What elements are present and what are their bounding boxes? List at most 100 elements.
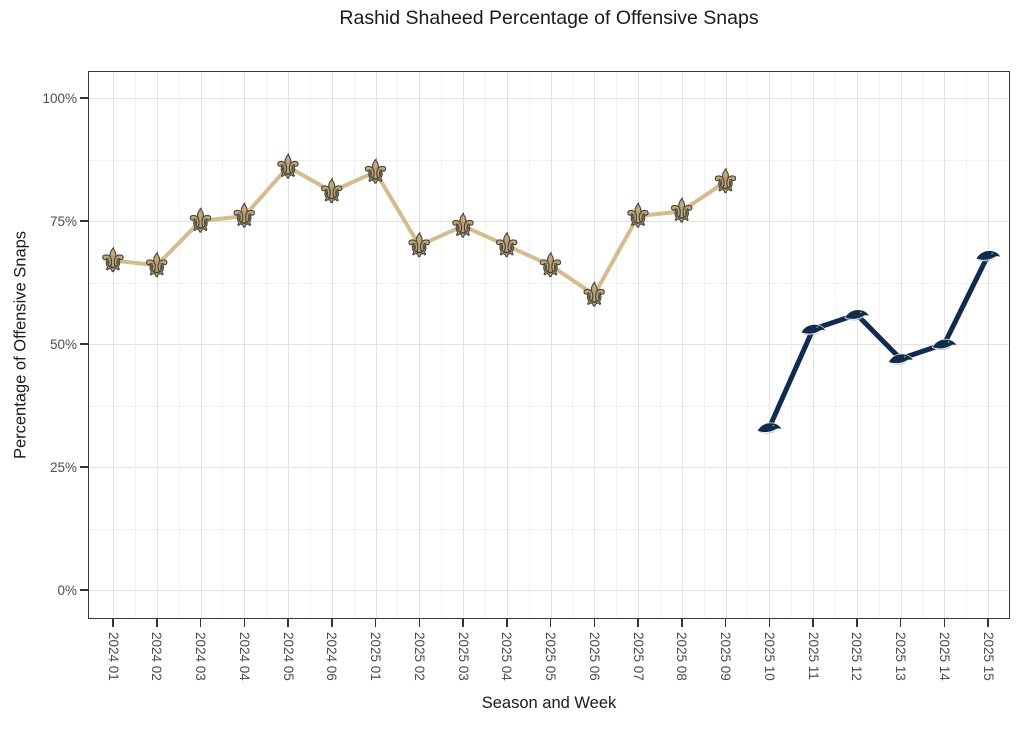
x-axis-tick xyxy=(593,619,595,627)
saints-fleur-de-lis-marker: ⚜ xyxy=(625,200,652,235)
x-axis-tick xyxy=(374,619,377,627)
seahawks-logo-part xyxy=(756,422,783,433)
seahawks-logo-part xyxy=(816,326,819,329)
saints-fleur-de-lis-marker: ⚜ xyxy=(581,278,608,313)
saints-fleur-de-lis-marker: ⚜ xyxy=(450,209,477,244)
x-axis-tick xyxy=(156,619,158,627)
x-axis-tick-label: 2024 05 xyxy=(280,632,296,681)
x-axis-tick-label: 2025 12 xyxy=(849,632,865,681)
saints-fleur-de-lis-marker: ⚜ xyxy=(406,229,433,264)
saints-fleur-de-lis-marker: ⚜ xyxy=(143,249,170,284)
seahawks-logo-part xyxy=(976,258,996,262)
x-gridline-major xyxy=(856,71,858,619)
x-axis-tick xyxy=(856,619,858,627)
saints-fleur-de-lis-marker: ⚜ xyxy=(275,150,302,185)
y-axis-tick-label: 50% xyxy=(49,336,77,352)
y-gridline-major xyxy=(88,467,1010,468)
seahawks-logo-part xyxy=(844,309,871,320)
plot-panel: ⚜ ⚜ ⚜ ⚜ ⚜ ⚜ ⚜ ⚜ ⚜ ⚜ ⚜ ⚜ ⚜ ⚜ ⚜ xyxy=(88,71,1010,619)
x-gridline-minor xyxy=(441,71,443,619)
saints-fleur-de-lis-marker: ⚜ xyxy=(712,165,739,200)
x-axis-tick-label: 2024 02 xyxy=(149,632,165,681)
y-axis-tick-label: 100% xyxy=(42,90,77,106)
x-axis-tick xyxy=(549,619,552,627)
seahawks-logo-part xyxy=(903,355,906,358)
x-gridline-minor xyxy=(659,71,661,619)
x-axis-tick-label: 2025 13 xyxy=(893,632,908,681)
x-gridline-minor xyxy=(309,71,311,619)
y-gridline-major xyxy=(88,344,1010,345)
seahawks-logo-marker xyxy=(888,353,915,365)
x-gridline-major xyxy=(506,71,508,619)
x-gridline-major xyxy=(900,71,902,619)
saints-fleur-de-lis-marker: ⚜ xyxy=(668,195,695,230)
x-gridline-major xyxy=(725,71,727,619)
x-gridline-minor xyxy=(791,71,793,619)
y-gridline-major xyxy=(88,98,1010,99)
seahawks-logo-part xyxy=(800,324,827,335)
y-gridline-minor xyxy=(88,528,1010,530)
x-gridline-major xyxy=(813,71,814,619)
seahawks-logo-part xyxy=(975,250,1002,261)
x-gridline-minor xyxy=(747,71,749,619)
seahawks-logo-marker xyxy=(844,309,871,321)
x-gridline-minor xyxy=(922,71,924,619)
x-axis-tick xyxy=(287,619,289,627)
x-gridline-major xyxy=(419,71,421,619)
x-gridline-major xyxy=(288,71,289,619)
x-gridline-major xyxy=(681,71,683,619)
y-axis-tick xyxy=(80,220,88,222)
saints-line xyxy=(111,164,728,297)
x-gridline-minor xyxy=(966,71,968,619)
x-axis-tick-label: 2025 02 xyxy=(411,632,427,681)
x-gridline-minor xyxy=(528,71,530,619)
y-gridline-minor xyxy=(88,282,1010,284)
x-gridline-major xyxy=(156,71,158,619)
x-axis-tick-label: 2025 07 xyxy=(630,632,646,681)
x-gridline-minor xyxy=(484,71,486,619)
chart-title: Rashid Shaheed Percentage of Offensive S… xyxy=(339,7,759,29)
x-axis-tick xyxy=(768,619,770,627)
x-axis-tick xyxy=(331,619,333,627)
seahawks-logo-marker xyxy=(800,324,827,336)
y-axis-tick xyxy=(80,466,88,468)
seahawks-logo-part xyxy=(991,252,994,255)
x-gridline-minor xyxy=(178,71,180,619)
seahawks-logo-part xyxy=(888,353,915,364)
series-layer: ⚜ ⚜ ⚜ ⚜ ⚜ ⚜ ⚜ ⚜ ⚜ ⚜ ⚜ ⚜ ⚜ ⚜ ⚜ xyxy=(98,149,1002,434)
saints-fleur-de-lis-marker: ⚜ xyxy=(537,249,564,284)
seahawks-logo-part xyxy=(772,424,775,427)
x-gridline-major xyxy=(463,71,464,619)
seahawks-logo-part xyxy=(932,346,952,350)
x-axis-tick-label: 2024 03 xyxy=(193,632,208,681)
saints-fleur-de-lis-marker: ⚜ xyxy=(100,244,127,279)
x-gridline-major xyxy=(638,71,639,619)
x-gridline-major xyxy=(375,71,377,619)
saints-fleur-de-lis-marker: ⚜ xyxy=(493,229,520,264)
x-gridline-major xyxy=(113,71,114,619)
x-axis-tick xyxy=(506,619,508,627)
x-gridline-major xyxy=(988,71,989,619)
x-axis-tick-label: 2024 04 xyxy=(236,632,252,681)
y-axis-tick-label: 25% xyxy=(49,459,77,475)
x-axis-tick-label: 2025 04 xyxy=(499,632,515,681)
seahawks-logo-part xyxy=(860,311,862,314)
seahawks-logo-marker xyxy=(756,422,783,434)
seahawks-logo-marker xyxy=(931,338,958,350)
seahawks-logo-part xyxy=(844,317,865,321)
x-axis-tick-label: 2025 05 xyxy=(543,632,558,681)
y-axis-tick xyxy=(80,97,88,99)
y-gridline-minor xyxy=(88,405,1010,407)
x-axis-tick-label: 2024 01 xyxy=(105,632,121,681)
y-axis-tick xyxy=(80,589,88,591)
x-axis-tick xyxy=(243,619,245,627)
x-axis-tick-label: 2025 09 xyxy=(718,632,733,681)
x-gridline-minor xyxy=(353,71,355,619)
x-gridline-major xyxy=(550,71,552,619)
seahawks-line xyxy=(766,252,991,431)
x-axis-tick xyxy=(681,619,683,627)
x-axis-tick-label: 2025 08 xyxy=(674,632,690,681)
seahawks-logo-part xyxy=(931,338,958,350)
x-axis-tick-label: 2025 06 xyxy=(586,632,602,681)
